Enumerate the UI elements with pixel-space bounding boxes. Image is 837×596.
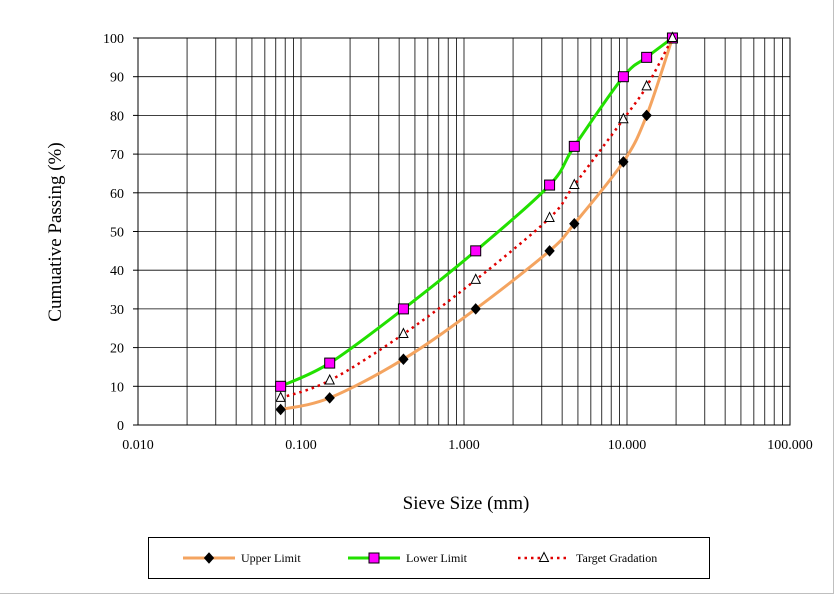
legend-swatch-lower-limit: [344, 538, 404, 578]
y-tick-label: 50: [110, 226, 124, 241]
legend-item-target-gradation: Target Gradation: [514, 538, 657, 578]
data-point-lower-limit: [545, 180, 555, 190]
series-lower-limit: [276, 33, 678, 391]
data-point-upper-limit: [642, 110, 651, 120]
legend-swatch-target-gradation: [514, 538, 574, 578]
data-point-lower-limit: [276, 381, 286, 391]
data-point-upper-limit: [325, 393, 334, 403]
y-tick-label: 20: [110, 342, 124, 357]
legend-label-upper-limit: Upper Limit: [241, 551, 301, 566]
data-point-lower-limit: [471, 246, 481, 256]
data-point-target-gradation: [276, 392, 285, 401]
y-tick-label: 100: [103, 32, 124, 47]
legend: Upper Limit Lower Limit Target Gradation: [148, 537, 710, 579]
y-tick-label: 30: [110, 303, 124, 318]
y-tick-label: 40: [110, 264, 124, 279]
legend-marker-lower-limit: [369, 553, 379, 563]
legend-item-lower-limit: Lower Limit: [344, 538, 467, 578]
legend-marker-target-gradation: [540, 553, 549, 562]
y-axis-label: Cumuative Passing (%): [45, 142, 66, 321]
data-point-lower-limit: [569, 141, 579, 151]
data-point-lower-limit: [398, 304, 408, 314]
legend-label-lower-limit: Lower Limit: [406, 551, 467, 566]
series-layer: [276, 33, 678, 415]
data-point-target-gradation: [325, 375, 334, 384]
data-point-lower-limit: [618, 72, 628, 82]
legend-swatch-upper-limit: [179, 538, 239, 578]
legend-item-upper-limit: Upper Limit: [179, 538, 301, 578]
data-point-target-gradation: [399, 329, 408, 338]
x-tick-label: 1.000: [448, 438, 480, 453]
data-point-target-gradation: [471, 274, 480, 283]
y-tick-label: 10: [110, 380, 124, 395]
legend-marker-upper-limit: [205, 553, 214, 563]
y-tick-label: 0: [117, 419, 124, 434]
x-axis-label: Sieve Size (mm): [403, 493, 530, 514]
y-tick-label: 70: [110, 148, 124, 163]
x-tick-label: 100.000: [767, 438, 813, 453]
tick-labels: 0 10 20 30 40 50 60 70 80 90 100 0.010 0.100 1.000 10.…: [103, 32, 813, 453]
data-point-lower-limit: [325, 358, 335, 368]
series-target-gradation: [276, 33, 677, 402]
series-line-upper-limit: [281, 38, 673, 410]
y-tick-label: 80: [110, 109, 124, 124]
x-tick-label: 0.100: [285, 438, 317, 453]
data-point-lower-limit: [642, 52, 652, 62]
data-point-upper-limit: [276, 405, 285, 415]
x-tick-label: 0.010: [122, 438, 154, 453]
legend-label-target-gradation: Target Gradation: [576, 551, 657, 566]
grid: [138, 38, 790, 425]
series-line-lower-limit: [281, 38, 673, 386]
data-point-target-gradation: [545, 212, 554, 221]
x-tick-label: 10.000: [608, 438, 647, 453]
y-tick-label: 90: [110, 71, 124, 86]
y-tick-label: 60: [110, 187, 124, 202]
